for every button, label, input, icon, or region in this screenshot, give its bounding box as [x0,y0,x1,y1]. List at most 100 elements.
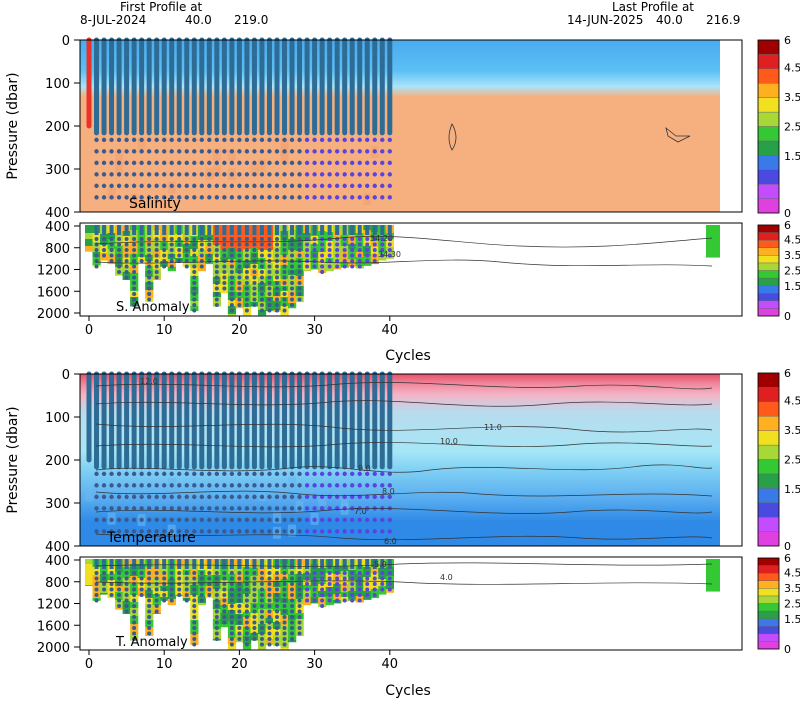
profile-point [222,621,226,625]
profile-point [147,149,151,153]
profile-point [350,265,354,269]
profile-point [342,195,346,199]
profile-point [109,518,113,522]
profile-point [215,626,219,630]
profile-point [154,472,158,476]
profile-point [117,588,121,592]
profile-point [275,621,279,625]
profile-point [275,270,279,274]
profile-point [162,577,166,581]
profile-point [132,237,136,241]
colorbar-tick-label: 1.5 [784,150,800,163]
profile-point [245,276,249,280]
profile-point [373,518,377,522]
profile-point [298,292,302,296]
x-tick-label: 30 [306,323,323,338]
profile-point [282,472,286,476]
profile-point [192,292,196,296]
profile-point [358,518,362,522]
profile-point [290,292,294,296]
profile-point [245,643,249,647]
profile-point [207,577,211,581]
colorbar-swatch [758,98,779,112]
profile-point [260,276,264,280]
colorbar-tick-label: 2.5 [784,598,800,611]
profile-point [237,529,241,533]
profile-point [343,588,347,592]
profile-point [222,248,226,252]
profile-point [110,588,114,592]
profile-point [350,571,354,575]
profile-point [290,637,294,641]
profile-point [192,643,196,647]
profile-point [335,161,339,165]
profile-point [275,615,279,619]
profile-point [132,604,136,608]
profile-point [185,483,189,487]
profile-point [290,248,294,252]
profile-point [230,483,234,487]
profile-point [305,254,309,258]
profile-point [109,161,113,165]
profile-point [162,582,166,586]
profile-point [388,529,392,533]
profile-point [320,265,324,269]
profile-point [297,529,301,533]
profile-point [125,259,129,263]
profile-point [147,571,151,575]
last-profile-lat: 40.0 [656,13,683,27]
colorbar-swatch [758,240,779,248]
profile-point [222,529,226,533]
profile-point [162,149,166,153]
profile-point [117,254,121,258]
profile-point [260,254,264,258]
profile-point [192,518,196,522]
profile-point [237,571,241,575]
anomaly-cell [85,239,93,246]
profile-point [260,195,264,199]
profile-point [267,472,271,476]
profile-point [230,472,234,476]
profile-point [283,248,287,252]
temperature-anomaly-title: T. Anomaly [115,635,188,650]
profile-point [177,571,181,575]
profile-point [275,309,279,313]
profile-point [373,571,377,575]
profile-point [365,529,369,533]
profile-point [267,184,271,188]
profile-point [283,637,287,641]
profile-point [102,248,106,252]
profile-point [335,243,339,247]
profile-point [350,483,354,487]
colorbar-tick-label: 1.5 [784,613,800,626]
profile-point [275,632,279,636]
profile-point [380,243,384,247]
profile-point [260,518,264,522]
profile-point [260,172,264,176]
profile-point [177,248,181,252]
profile-point [215,604,219,608]
profile-point [95,593,99,597]
profile-point [237,637,241,641]
profile-point [147,483,151,487]
profile-point [358,243,362,247]
profile-point [192,195,196,199]
profile-point [373,495,377,499]
profile-point [275,172,279,176]
colorbar-swatch [758,40,779,54]
colorbar-swatch [758,558,779,566]
profile-point [388,577,392,581]
profile-point [290,599,294,603]
profile-point [260,298,264,302]
profile-point [298,588,302,592]
profile-point [358,237,362,241]
profile-point [170,243,174,247]
profile-point [215,506,219,510]
profile-point [192,588,196,592]
profile-point [380,582,384,586]
profile-point [222,610,226,614]
profile-point [388,518,392,522]
profile-point [230,506,234,510]
profile-point [147,506,151,510]
profile-point [192,161,196,165]
